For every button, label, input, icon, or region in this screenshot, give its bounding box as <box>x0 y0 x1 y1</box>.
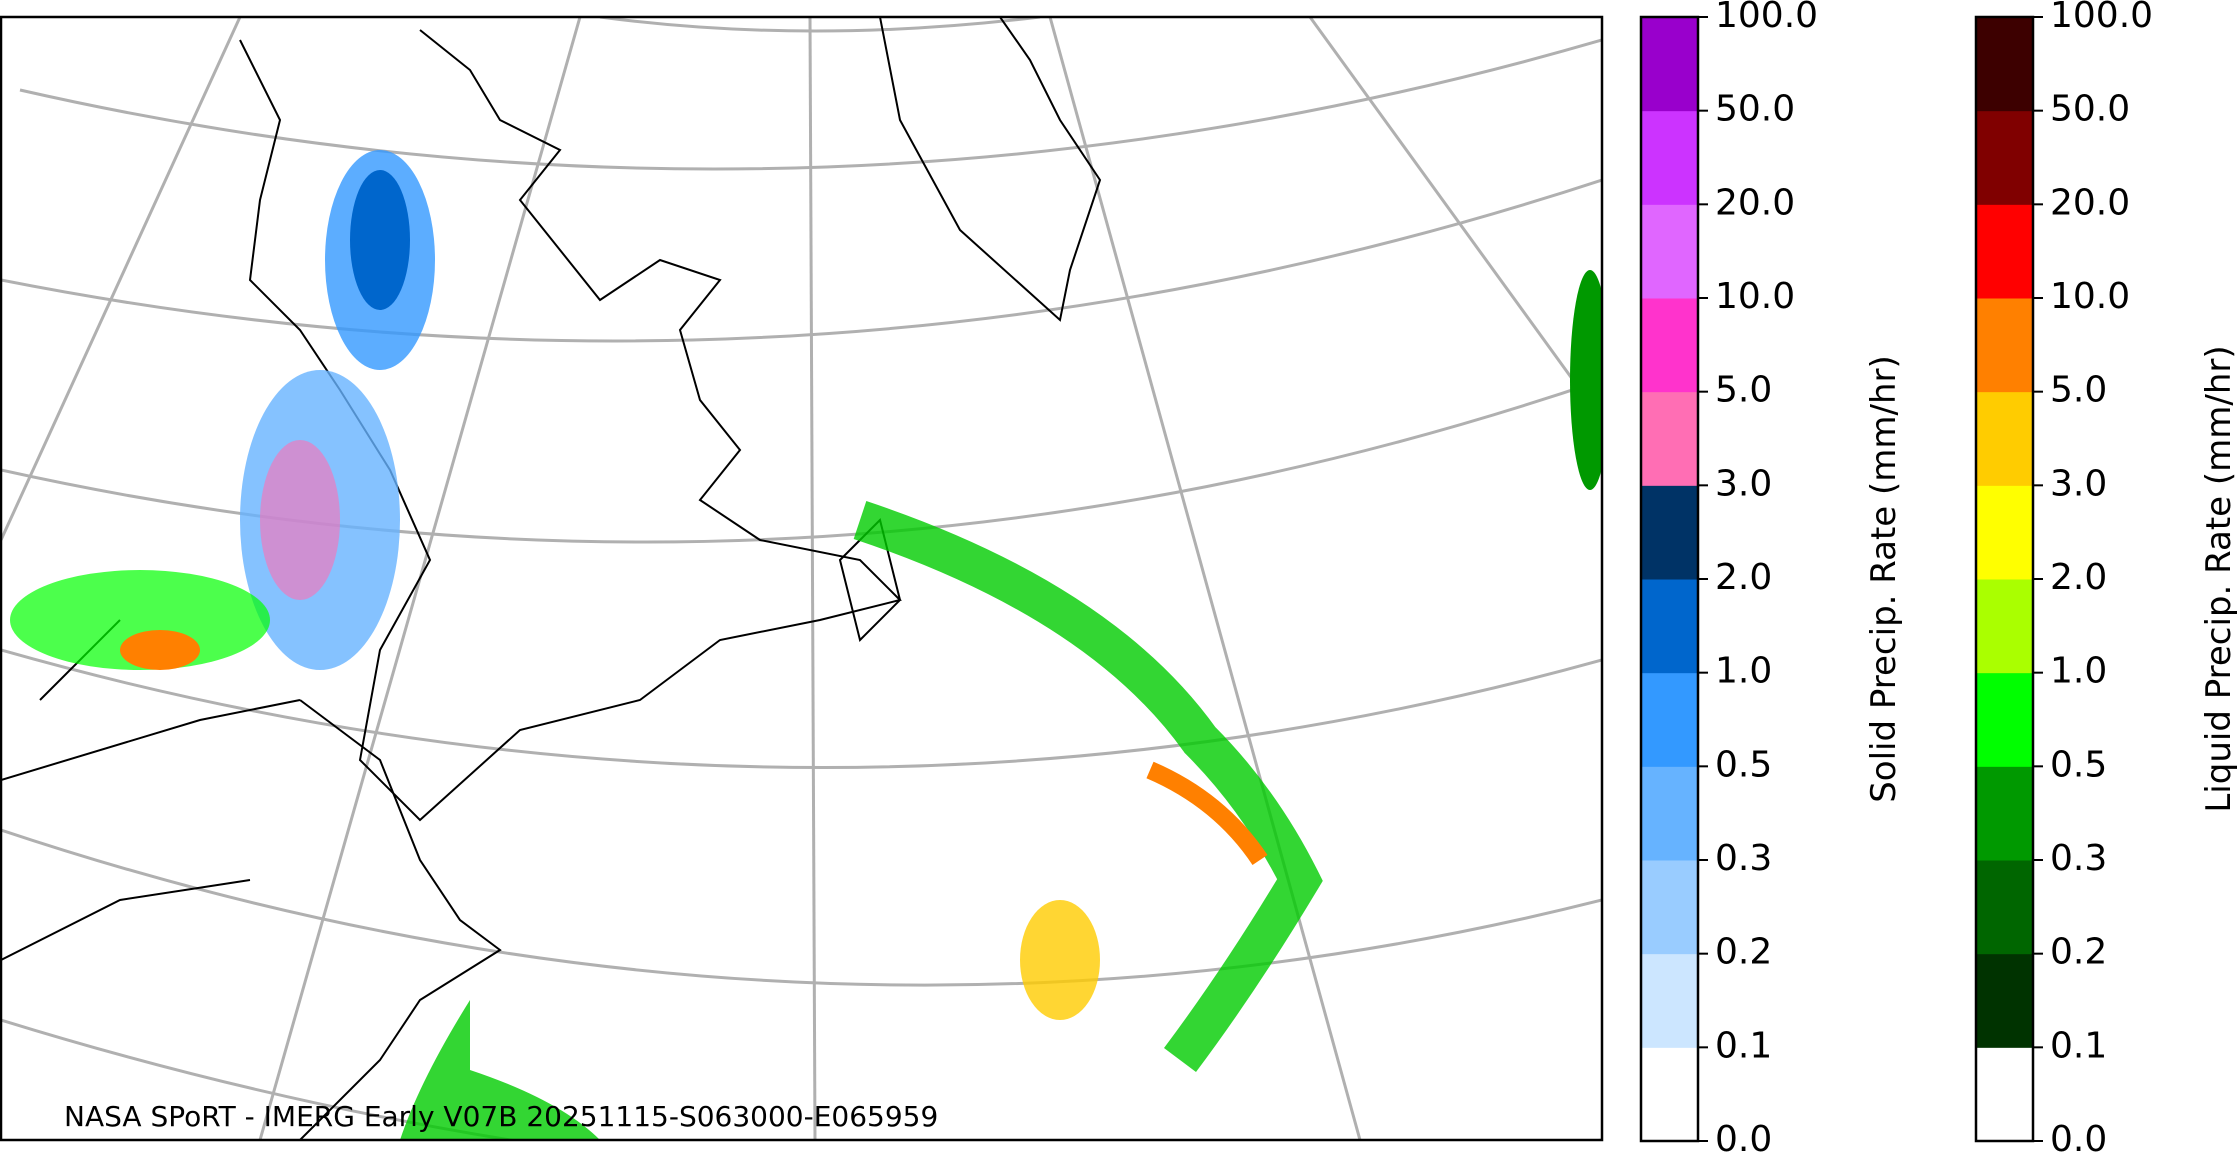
colorbar-segment <box>1976 298 2033 393</box>
colorbar-segment <box>1976 860 2033 955</box>
colorbar-segment <box>1976 953 2033 1048</box>
colorbar-segment <box>1976 766 2033 861</box>
colorbar-tick-label: 5.0 <box>2050 370 2107 411</box>
colorbar-segment <box>1976 485 2033 580</box>
graticule <box>1 178 1602 343</box>
precip-area <box>350 170 410 310</box>
colorbar-segment <box>1641 298 1698 393</box>
coastline <box>299 699 502 1140</box>
colorbar-tick-label: 0.3 <box>1715 838 1772 879</box>
colorbar-tick-label: 0.0 <box>2050 1119 2107 1160</box>
colorbar-tick-label: 2.0 <box>1715 557 1772 598</box>
colorbar-segment <box>1976 110 2033 205</box>
colorbar-segment <box>1641 204 1698 299</box>
colorbar-tick-label: 3.0 <box>2050 463 2107 504</box>
graticule <box>1 648 1602 770</box>
colorbar-tick-label: 0.2 <box>1715 932 1772 973</box>
colorbar-segment <box>1641 391 1698 486</box>
colorbar-tick-label: 50.0 <box>2050 89 2130 130</box>
colorbar-tick-label: 0.2 <box>2050 932 2107 973</box>
colorbar-tick-label: 50.0 <box>1715 89 1795 130</box>
graticule <box>1 1018 1602 1140</box>
colorbar-segment <box>1976 17 2033 112</box>
colorbar-tick-label: 100.0 <box>1715 0 1818 36</box>
graticule <box>1048 17 1362 1140</box>
colorbar-tick-label: 3.0 <box>1715 463 1772 504</box>
map: NASA SPoRT - IMERG Early V07B 20251115-S… <box>0 15 1604 1142</box>
colorbar-tick-label: 0.1 <box>2050 1025 2107 1066</box>
colorbar-tick-label: 10.0 <box>2050 276 2130 317</box>
precip-area <box>120 630 200 670</box>
colorbar-label: Solid Precip. Rate (mm/hr) <box>1864 355 1904 803</box>
coastline <box>879 17 1102 322</box>
colorbar-tick-label: 0.5 <box>1715 744 1772 785</box>
colorbar-segment <box>1641 1047 1698 1142</box>
map-frame <box>0 15 1604 1142</box>
colorbar-tick-label: 1.0 <box>2050 651 2107 692</box>
colorbar-segment <box>1976 579 2033 674</box>
colorbar-segment <box>1641 672 1698 767</box>
precip-band <box>853 501 1323 1072</box>
colorbar-tick-label: 0.1 <box>1715 1025 1772 1066</box>
colorbar-tick-label: 10.0 <box>1715 276 1795 317</box>
colorbar-segment <box>1641 860 1698 955</box>
caption: NASA SPoRT - IMERG Early V07B 20251115-S… <box>64 1100 938 1133</box>
graticule <box>1 828 1602 987</box>
colorbar-tick-label: 1.0 <box>1715 651 1772 692</box>
colorbar-tick-label: 0.5 <box>2050 744 2107 785</box>
precip-area <box>260 440 340 600</box>
colorbar-segment <box>1641 485 1698 580</box>
colorbar-label: Liquid Precip. Rate (mm/hr) <box>2199 345 2237 812</box>
map-content <box>1 17 1602 1140</box>
colorbar-segment <box>1641 17 1698 112</box>
colorbar-segment <box>1976 672 2033 767</box>
colorbar-tick-label: 20.0 <box>1715 182 1795 223</box>
colorbar-segment <box>1641 110 1698 205</box>
map-frame-bg <box>1 17 1602 1140</box>
colorbar-segment <box>1641 766 1698 861</box>
precip-area <box>1570 270 1602 490</box>
precip-area <box>1020 900 1100 1020</box>
graticule <box>1 17 242 541</box>
colorbar-tick-label: 20.0 <box>2050 182 2130 223</box>
colorbar-segment <box>1976 204 2033 299</box>
precip-area <box>400 1000 600 1140</box>
colorbar-tick-label: 0.3 <box>2050 838 2107 879</box>
graticule <box>808 17 817 1140</box>
colorbar-tick-label: 100.0 <box>2050 0 2153 36</box>
graticule <box>1308 17 1602 421</box>
colorbar-tick-label: 0.0 <box>1715 1119 1772 1160</box>
graticule <box>599 17 1041 33</box>
colorbar-segment <box>1976 391 2033 486</box>
colorbar-tick-label: 2.0 <box>2050 557 2107 598</box>
precip-area <box>10 570 270 670</box>
precip-band <box>1146 761 1268 866</box>
colorbar-segment <box>1641 579 1698 674</box>
colorbar-segment <box>1976 1047 2033 1142</box>
colorbar-segment <box>1641 953 1698 1048</box>
colorbar-tick-label: 5.0 <box>1715 370 1772 411</box>
